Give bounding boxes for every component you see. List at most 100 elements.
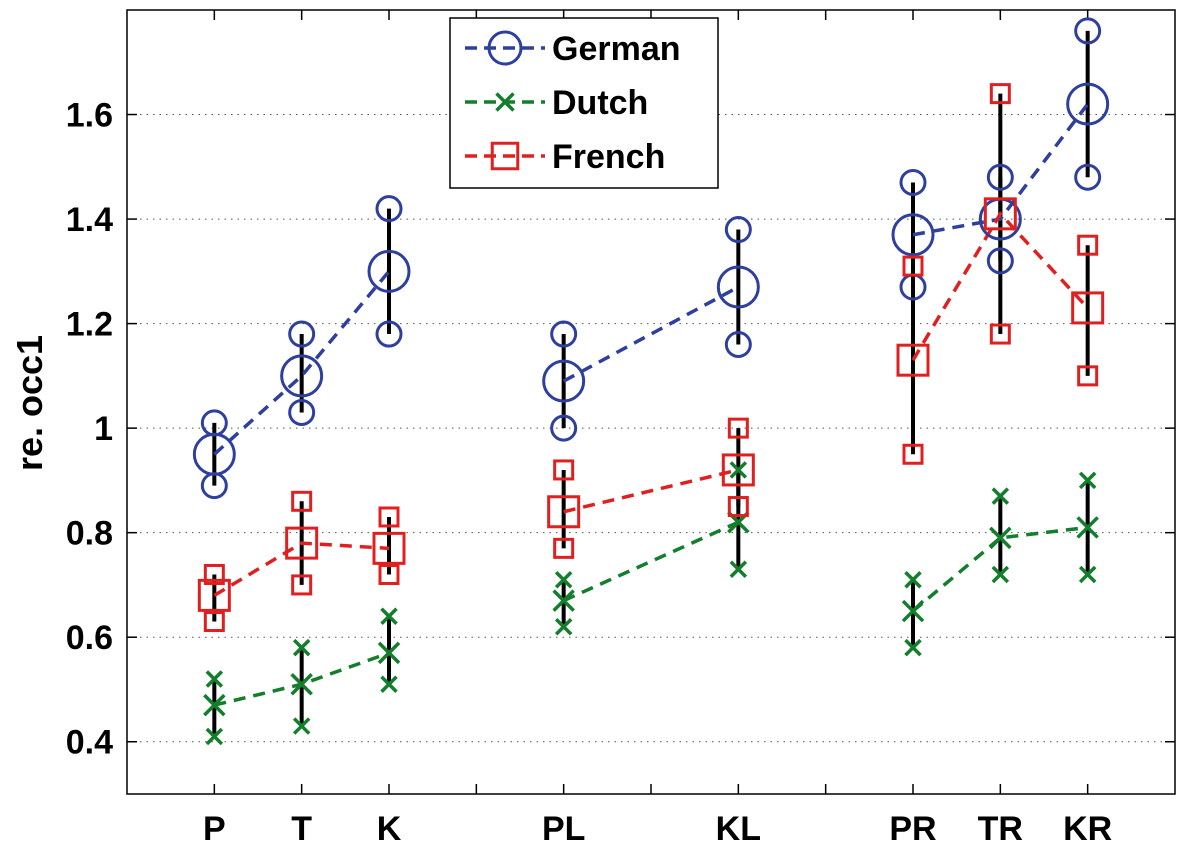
lower-marker-french [902,443,924,465]
series-line-french [563,468,739,514]
markers [192,17,1110,746]
plot-frame [126,9,1176,795]
data-point-german [280,354,324,398]
legend-marker-german [487,30,523,66]
series-line-german [562,285,740,383]
legend-label-french: French [552,138,665,176]
lower-marker-german [986,247,1014,275]
lower-marker-dutch [904,638,922,657]
upper-marker-dutch [1078,471,1097,490]
legend-label-dutch: Dutch [552,84,648,122]
x-tick-label: KL [716,810,761,846]
data-point-french [1071,291,1105,325]
series-line-german [213,270,391,456]
data-point-german [192,432,236,476]
lower-marker-german [1074,163,1102,191]
y-tick-label: 0.8 [66,515,113,553]
series-line-french [911,210,1089,362]
upper-marker-french [203,563,225,585]
error-bars [212,30,1090,737]
upper-marker-french [1077,234,1099,256]
y-tick-label: 1.4 [66,201,113,239]
upper-marker-dutch [729,461,748,479]
legend: German Dutch French [449,17,719,189]
data-point-dutch [552,589,575,612]
lower-marker-dutch [1078,565,1097,584]
data-point-german [542,359,586,403]
data-point-french [721,453,755,487]
data-point-german [367,249,411,293]
lower-marker-french [203,611,225,633]
upper-marker-dutch [554,570,573,589]
data-point-german [891,213,935,257]
data-point-dutch [901,599,925,623]
y-tick-label: 1.2 [66,306,113,344]
legend-marker-dutch [495,92,515,112]
legend-label-german: German [552,30,681,68]
series-line-german [912,103,1090,237]
data-point-french [547,495,581,529]
lower-marker-french [553,537,575,559]
data-point-french [197,578,231,612]
upper-marker-dutch [991,487,1010,505]
upper-marker-german [1074,17,1102,45]
upper-marker-german [288,320,316,348]
lower-marker-dutch [292,717,311,735]
lower-marker-french [989,323,1011,345]
data-point-dutch [203,693,226,717]
upper-marker-german [375,195,403,223]
x-tick-label: KR [1063,810,1112,846]
data-point-french [983,197,1017,231]
data-point-french [285,526,319,560]
x-tick-label: PL [542,810,585,846]
lower-marker-dutch [991,565,1010,584]
lower-marker-german [375,320,403,348]
series-line-dutch [562,520,740,603]
lower-marker-dutch [205,727,224,746]
upper-marker-french [378,506,400,528]
upper-marker-french [902,255,924,277]
series-lines [213,103,1090,707]
x-tick-label: TR [978,810,1023,846]
y-ticks: 0.4 0.6 0.8 1 1.2 1.4 1.6 [66,97,1175,762]
lower-marker-dutch [554,618,573,636]
upper-marker-french [727,417,749,439]
upper-marker-french [291,490,313,512]
data-point-dutch [989,526,1012,550]
y-axis-title: re. occ1 [9,335,50,471]
lower-marker-german [724,331,752,359]
data-point-french [896,343,930,377]
y-tick-label: 1.6 [66,97,113,135]
legend-marker-french [490,141,520,171]
lower-marker-german [550,414,578,442]
x-tick-label: PR [889,810,936,846]
lower-marker-french [378,563,400,585]
data-point-french [372,531,406,565]
lower-marker-french [727,496,749,518]
x-ticks: P T K PL KL PR TR KR [203,10,1112,846]
upper-marker-french [989,83,1011,105]
upper-marker-german [986,163,1014,191]
y-tick-label: 0.4 [66,724,113,762]
lower-marker-dutch [729,560,748,578]
lower-marker-french [291,574,313,596]
upper-marker-german [724,216,752,244]
lower-marker-dutch [380,675,398,693]
data-point-dutch [290,673,313,696]
lower-marker-german [288,398,316,426]
upper-marker-german [550,320,578,348]
upper-marker-dutch [380,607,398,626]
series-line-french [213,541,390,597]
data-point-german [716,265,760,309]
data-point-dutch [1076,516,1099,539]
upper-marker-dutch [205,670,224,688]
data-point-german [1066,82,1110,126]
upper-marker-dutch [292,638,311,657]
y-tick-label: 1 [94,410,113,448]
x-tick-label: K [377,810,402,846]
x-tick-label: T [291,810,312,846]
lower-marker-french [1077,365,1099,387]
data-point-dutch [377,641,401,665]
upper-marker-dutch [904,570,922,589]
